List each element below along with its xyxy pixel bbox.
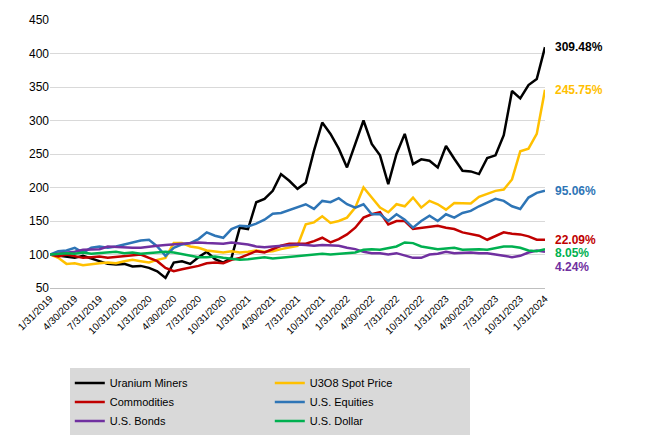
svg-text:10/31/2022: 10/31/2022 <box>383 293 426 336</box>
svg-text:95.06%: 95.06% <box>555 184 596 198</box>
svg-text:250: 250 <box>29 147 49 161</box>
svg-text:7/31/2019: 7/31/2019 <box>65 293 105 333</box>
svg-text:U.S. Equities: U.S. Equities <box>310 396 374 408</box>
svg-text:1/31/2022: 1/31/2022 <box>313 293 353 333</box>
svg-text:22.09%: 22.09% <box>555 233 596 247</box>
svg-text:10/31/2019: 10/31/2019 <box>86 293 129 336</box>
svg-text:245.75%: 245.75% <box>555 83 603 97</box>
svg-text:Commodities: Commodities <box>110 396 175 408</box>
svg-text:4/30/2021: 4/30/2021 <box>238 293 278 333</box>
svg-text:50: 50 <box>36 281 50 295</box>
svg-text:7/31/2021: 7/31/2021 <box>263 293 303 333</box>
svg-text:150: 150 <box>29 214 49 228</box>
svg-text:7/31/2023: 7/31/2023 <box>461 293 501 333</box>
svg-text:U.S. Bonds: U.S. Bonds <box>110 415 166 427</box>
svg-text:4/30/2023: 4/30/2023 <box>436 293 476 333</box>
svg-text:8.05%: 8.05% <box>555 246 589 260</box>
svg-text:4/30/2020: 4/30/2020 <box>139 293 179 333</box>
svg-text:1/31/2021: 1/31/2021 <box>214 293 254 333</box>
svg-text:400: 400 <box>29 47 49 61</box>
svg-text:10/31/2021: 10/31/2021 <box>284 293 327 336</box>
svg-text:200: 200 <box>29 181 49 195</box>
svg-text:1/31/2020: 1/31/2020 <box>115 293 155 333</box>
svg-text:7/31/2020: 7/31/2020 <box>164 293 204 333</box>
svg-text:1/31/2024: 1/31/2024 <box>511 293 551 333</box>
svg-text:300: 300 <box>29 114 49 128</box>
svg-text:U3O8 Spot Price: U3O8 Spot Price <box>310 377 393 389</box>
svg-text:10/31/2020: 10/31/2020 <box>185 293 228 336</box>
svg-text:U.S. Dollar: U.S. Dollar <box>310 415 364 427</box>
svg-text:100: 100 <box>29 248 49 262</box>
svg-text:309.48%: 309.48% <box>555 40 603 54</box>
svg-text:450: 450 <box>29 13 49 27</box>
svg-text:1/31/2023: 1/31/2023 <box>412 293 452 333</box>
svg-text:7/31/2022: 7/31/2022 <box>362 293 402 333</box>
svg-text:1/31/2019: 1/31/2019 <box>16 293 56 333</box>
svg-text:10/31/2023: 10/31/2023 <box>482 293 525 336</box>
svg-text:4/30/2019: 4/30/2019 <box>40 293 80 333</box>
svg-text:350: 350 <box>29 80 49 94</box>
svg-text:4/30/2022: 4/30/2022 <box>337 293 377 333</box>
svg-text:Uranium Miners: Uranium Miners <box>110 377 188 389</box>
svg-text:4.24%: 4.24% <box>555 260 589 274</box>
